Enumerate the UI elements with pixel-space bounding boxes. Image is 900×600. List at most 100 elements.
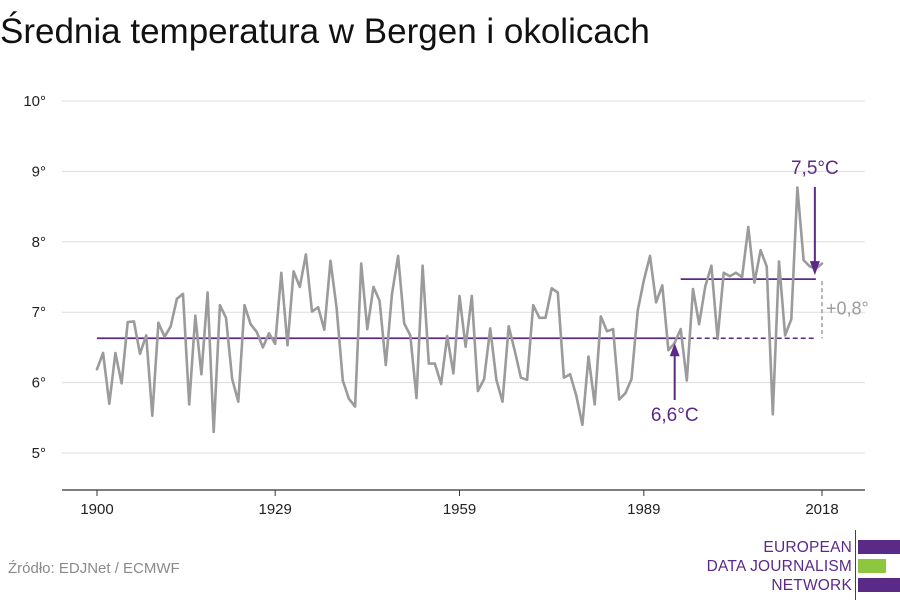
data-point-2010 <box>771 413 774 416</box>
data-point-1919 <box>212 430 215 434</box>
data-point-1979 <box>581 423 584 426</box>
data-point-1914 <box>181 292 185 296</box>
data-point-1959 <box>458 294 461 298</box>
data-point-1991 <box>654 301 658 304</box>
data-point-1935 <box>310 310 314 313</box>
data-point-1996 <box>685 379 688 382</box>
data-point-1902 <box>108 402 111 405</box>
delta-label: +0,8° <box>826 299 869 319</box>
data-point-1987 <box>630 377 633 381</box>
data-point-1905 <box>126 320 129 324</box>
data-point-1998 <box>697 323 701 326</box>
data-point-2002 <box>722 271 725 274</box>
data-point-2009 <box>765 265 768 268</box>
data-point-1912 <box>169 325 172 328</box>
data-point-1970 <box>525 378 529 381</box>
data-point-1975 <box>556 291 559 294</box>
data-point-1929 <box>274 342 277 346</box>
data-point-1951 <box>409 334 412 337</box>
data-point-1983 <box>605 330 609 333</box>
data-point-1981 <box>593 403 596 406</box>
data-point-1903 <box>114 351 117 355</box>
data-point-1984 <box>611 327 615 331</box>
data-point-1904 <box>120 382 123 385</box>
data-point-2008 <box>759 249 762 252</box>
data-point-1997 <box>691 287 695 291</box>
chart-title: Średnia temperatura w Bergen i okolicach <box>0 12 650 51</box>
logo-bar-purple <box>858 540 900 554</box>
annotations: +0,8° 6,6°C 7,5°C <box>651 158 869 426</box>
data-point-1918 <box>206 291 209 294</box>
x-tick-label-1929: 1929 <box>258 501 291 518</box>
data-point-1907 <box>138 352 142 355</box>
data-point-1917 <box>200 373 203 376</box>
temperature-line <box>95 186 824 434</box>
data-point-1916 <box>194 314 197 317</box>
data-point-1960 <box>464 345 467 348</box>
data-point-1990 <box>648 254 652 258</box>
data-point-1961 <box>470 294 473 298</box>
data-point-1924 <box>243 304 246 307</box>
data-point-1928 <box>267 332 271 335</box>
data-point-1964 <box>489 327 492 330</box>
data-point-1956 <box>439 382 443 386</box>
data-point-1973 <box>544 316 547 319</box>
data-point-1923 <box>237 400 240 403</box>
data-point-1958 <box>452 372 455 375</box>
data-point-1962 <box>476 389 480 393</box>
data-point-1941 <box>347 397 351 400</box>
y-tick-label-8: 8° <box>32 234 46 251</box>
x-tick-label-1989: 1989 <box>627 501 660 518</box>
x-tick-label-2018: 2018 <box>805 501 838 518</box>
data-point-1974 <box>550 287 553 290</box>
data-point-1948 <box>390 293 394 296</box>
data-point-1982 <box>599 315 602 318</box>
data-point-1944 <box>366 327 369 331</box>
data-point-1953 <box>421 264 424 267</box>
data-point-1999 <box>704 285 707 288</box>
x-axis: 1900 1929 1959 1989 2018 <box>62 489 865 518</box>
data-point-2012 <box>783 334 787 337</box>
logo-bar-green <box>858 559 886 573</box>
data-point-1978 <box>575 394 578 397</box>
edjnet-logo[interactable]: EUROPEAN DATA JOURNALISM NETWORK <box>700 530 900 600</box>
logo-line-2: DATA JOURNALISM <box>706 558 852 575</box>
data-point-1971 <box>532 304 535 307</box>
data-point-1980 <box>587 355 590 358</box>
data-point-1939 <box>335 306 338 310</box>
x-tick-label-1959: 1959 <box>443 501 476 518</box>
y-axis-ticks: 5° 6° 7° 8° 9° 10° <box>23 93 46 462</box>
data-point-1966 <box>501 400 504 403</box>
mean-label-low: 6,6°C <box>651 405 699 426</box>
data-point-1954 <box>427 362 430 365</box>
data-point-1994 <box>673 342 676 345</box>
data-point-2003 <box>728 275 731 278</box>
data-point-1972 <box>538 316 541 319</box>
data-point-2001 <box>716 337 719 341</box>
data-point-2015 <box>802 258 805 262</box>
data-point-1967 <box>507 325 510 328</box>
data-point-1922 <box>231 377 234 381</box>
logo-line-3: NETWORK <box>771 577 852 594</box>
data-point-1955 <box>433 362 437 365</box>
data-point-1985 <box>618 398 621 401</box>
data-point-1976 <box>562 376 566 379</box>
data-point-1993 <box>667 349 670 352</box>
data-point-2000 <box>710 264 713 267</box>
data-point-1915 <box>188 403 191 406</box>
data-point-1957 <box>446 334 449 338</box>
arrow-high-head <box>809 261 820 276</box>
y-tick-label-6: 6° <box>32 375 46 392</box>
data-point-1943 <box>360 262 363 265</box>
data-point-1910 <box>157 321 160 324</box>
logo-text: EUROPEAN DATA JOURNALISM NETWORK <box>707 538 852 595</box>
data-point-2016 <box>808 265 811 268</box>
logo-divider <box>855 530 856 600</box>
x-tick-label-1900: 1900 <box>80 501 113 518</box>
data-point-1937 <box>323 328 326 331</box>
data-point-1925 <box>249 323 252 326</box>
data-point-1900 <box>95 368 99 371</box>
y-tick-label-7: 7° <box>32 304 46 321</box>
data-point-1938 <box>329 259 332 262</box>
series-layer <box>95 186 824 434</box>
